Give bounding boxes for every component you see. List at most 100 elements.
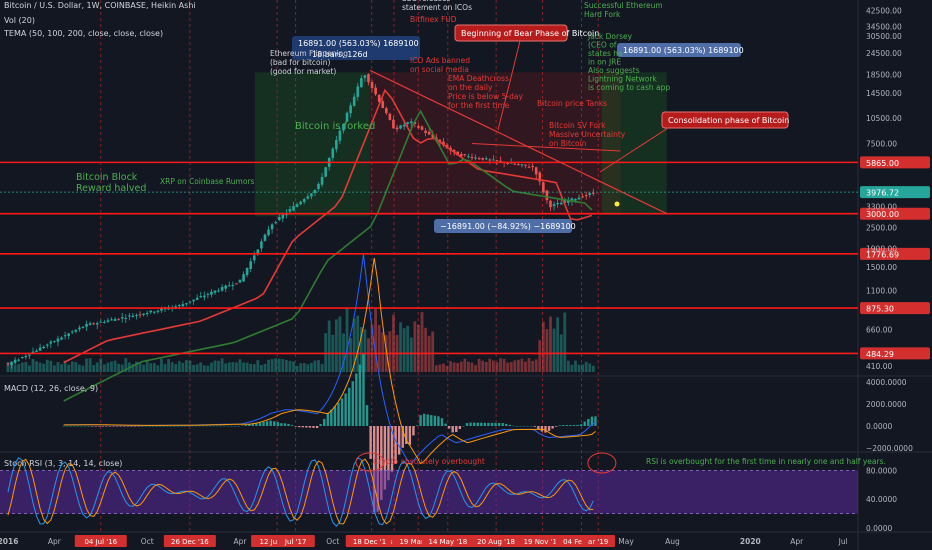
volume-bar (181, 362, 185, 372)
macd-histogram-bar (94, 426, 97, 427)
macd-histogram-bar (376, 426, 379, 512)
volume-bar (224, 363, 228, 372)
macd-histogram-bar (273, 421, 276, 426)
volume-bar (488, 358, 492, 372)
volume-bar (42, 363, 46, 372)
macd-histogram-bar (151, 425, 155, 427)
macd-histogram-bar (298, 426, 301, 428)
volume-bar (38, 362, 42, 372)
candle-body (310, 193, 313, 197)
candle-body (370, 82, 374, 89)
volume-bar (210, 362, 213, 372)
macd-histogram-bar (508, 424, 512, 426)
macd-histogram-bar (294, 426, 297, 427)
macd-histogram-bar (587, 418, 590, 426)
volume-bar (463, 358, 467, 372)
macd-histogram-bar (426, 414, 429, 426)
macd-histogram-bar (408, 426, 412, 445)
volume-bar (235, 362, 238, 372)
candle-body (256, 249, 260, 255)
candle-body (377, 94, 381, 102)
candle-body (335, 139, 338, 150)
volume-bar (370, 324, 374, 372)
candle-body (38, 347, 42, 351)
volume-bar (28, 365, 31, 372)
volume-bar (81, 365, 85, 372)
level-price-label: 3000.00 (866, 210, 899, 219)
highlighted-date-label: 04 Jul '16 (84, 538, 117, 546)
macd-signal-line (63, 257, 596, 465)
annotation-jack-6: Lightning Network (588, 75, 657, 84)
macd-histogram-bar (230, 425, 233, 427)
candle-body (128, 315, 131, 317)
candle-body (352, 96, 356, 106)
rsi-overbought-annotation: Crypto absolutely overbought (373, 457, 485, 466)
volume-bar (117, 363, 121, 372)
annotation-forked: Bitcoin is forked (295, 121, 375, 132)
candle-body (506, 163, 509, 165)
macd-histogram-bar (494, 422, 497, 426)
volume-bar (270, 359, 274, 372)
time-tick-label: Oct (326, 537, 339, 546)
annotation-jack-2: (CEO of (588, 41, 617, 50)
volume-bar (220, 358, 224, 372)
candle-body (552, 204, 556, 207)
volume-bar (574, 360, 577, 372)
rsi-tick-label: 40.0000 (866, 495, 897, 504)
candle-body (570, 198, 574, 202)
annotation-xrp: XRP on Coinbase Rumors (160, 177, 255, 186)
macd-histogram-bar (201, 425, 205, 427)
highlighted-date-label: 19 Nov '18 (524, 538, 562, 546)
volume-bar (192, 364, 195, 372)
macd-histogram-bar (530, 425, 533, 427)
macd-histogram-bar (119, 426, 122, 427)
candle-body (577, 197, 581, 200)
candle-body (252, 255, 256, 261)
volume-bar (70, 361, 74, 372)
volume-bar (149, 363, 153, 372)
volume-bar (506, 362, 510, 372)
macd-histogram-bar (447, 426, 451, 429)
volume-bar (334, 319, 338, 372)
projection-box (601, 72, 667, 214)
macd-histogram-bar (358, 364, 362, 426)
volume-bar (424, 327, 427, 372)
macd-histogram-bar (576, 424, 579, 426)
macd-histogram-bar (440, 418, 444, 426)
volume-bar (527, 358, 531, 372)
macd-histogram-bar (397, 426, 401, 455)
volume-bar (367, 338, 370, 372)
price-tick-label: 24500.00 (866, 49, 902, 58)
candle-body (474, 157, 477, 159)
macd-histogram-bar (280, 423, 283, 426)
candle-body (210, 291, 213, 295)
candle-body (360, 78, 363, 88)
price-tick-label: 1500.00 (866, 263, 897, 272)
rsi-tick-label: 80.0000 (866, 466, 897, 475)
candle-body (292, 206, 295, 211)
macd-histogram-bar (262, 421, 265, 426)
volume-bar (584, 361, 588, 372)
candle-body (534, 167, 538, 175)
volume-bar (131, 364, 135, 372)
macd-histogram-bar (269, 420, 272, 426)
volume-bar (67, 364, 71, 372)
volume-bar (60, 364, 63, 372)
volume-bar (502, 358, 506, 372)
volume-bar (195, 364, 199, 372)
volume-bar (516, 359, 520, 372)
candle-body (178, 305, 181, 307)
candle-body (195, 297, 199, 300)
candle-body (117, 318, 120, 320)
candle-body (488, 159, 492, 161)
level-price-tag (860, 207, 930, 220)
bear-measure-box (369, 72, 621, 216)
candle-body (538, 172, 542, 182)
time-tick-label: May (618, 537, 634, 546)
macd-histogram-bar (148, 425, 151, 427)
volume-bar (434, 365, 438, 372)
price-tick-label: 660.00 (866, 326, 892, 335)
candle-body (85, 323, 88, 327)
candle-body (135, 314, 138, 316)
